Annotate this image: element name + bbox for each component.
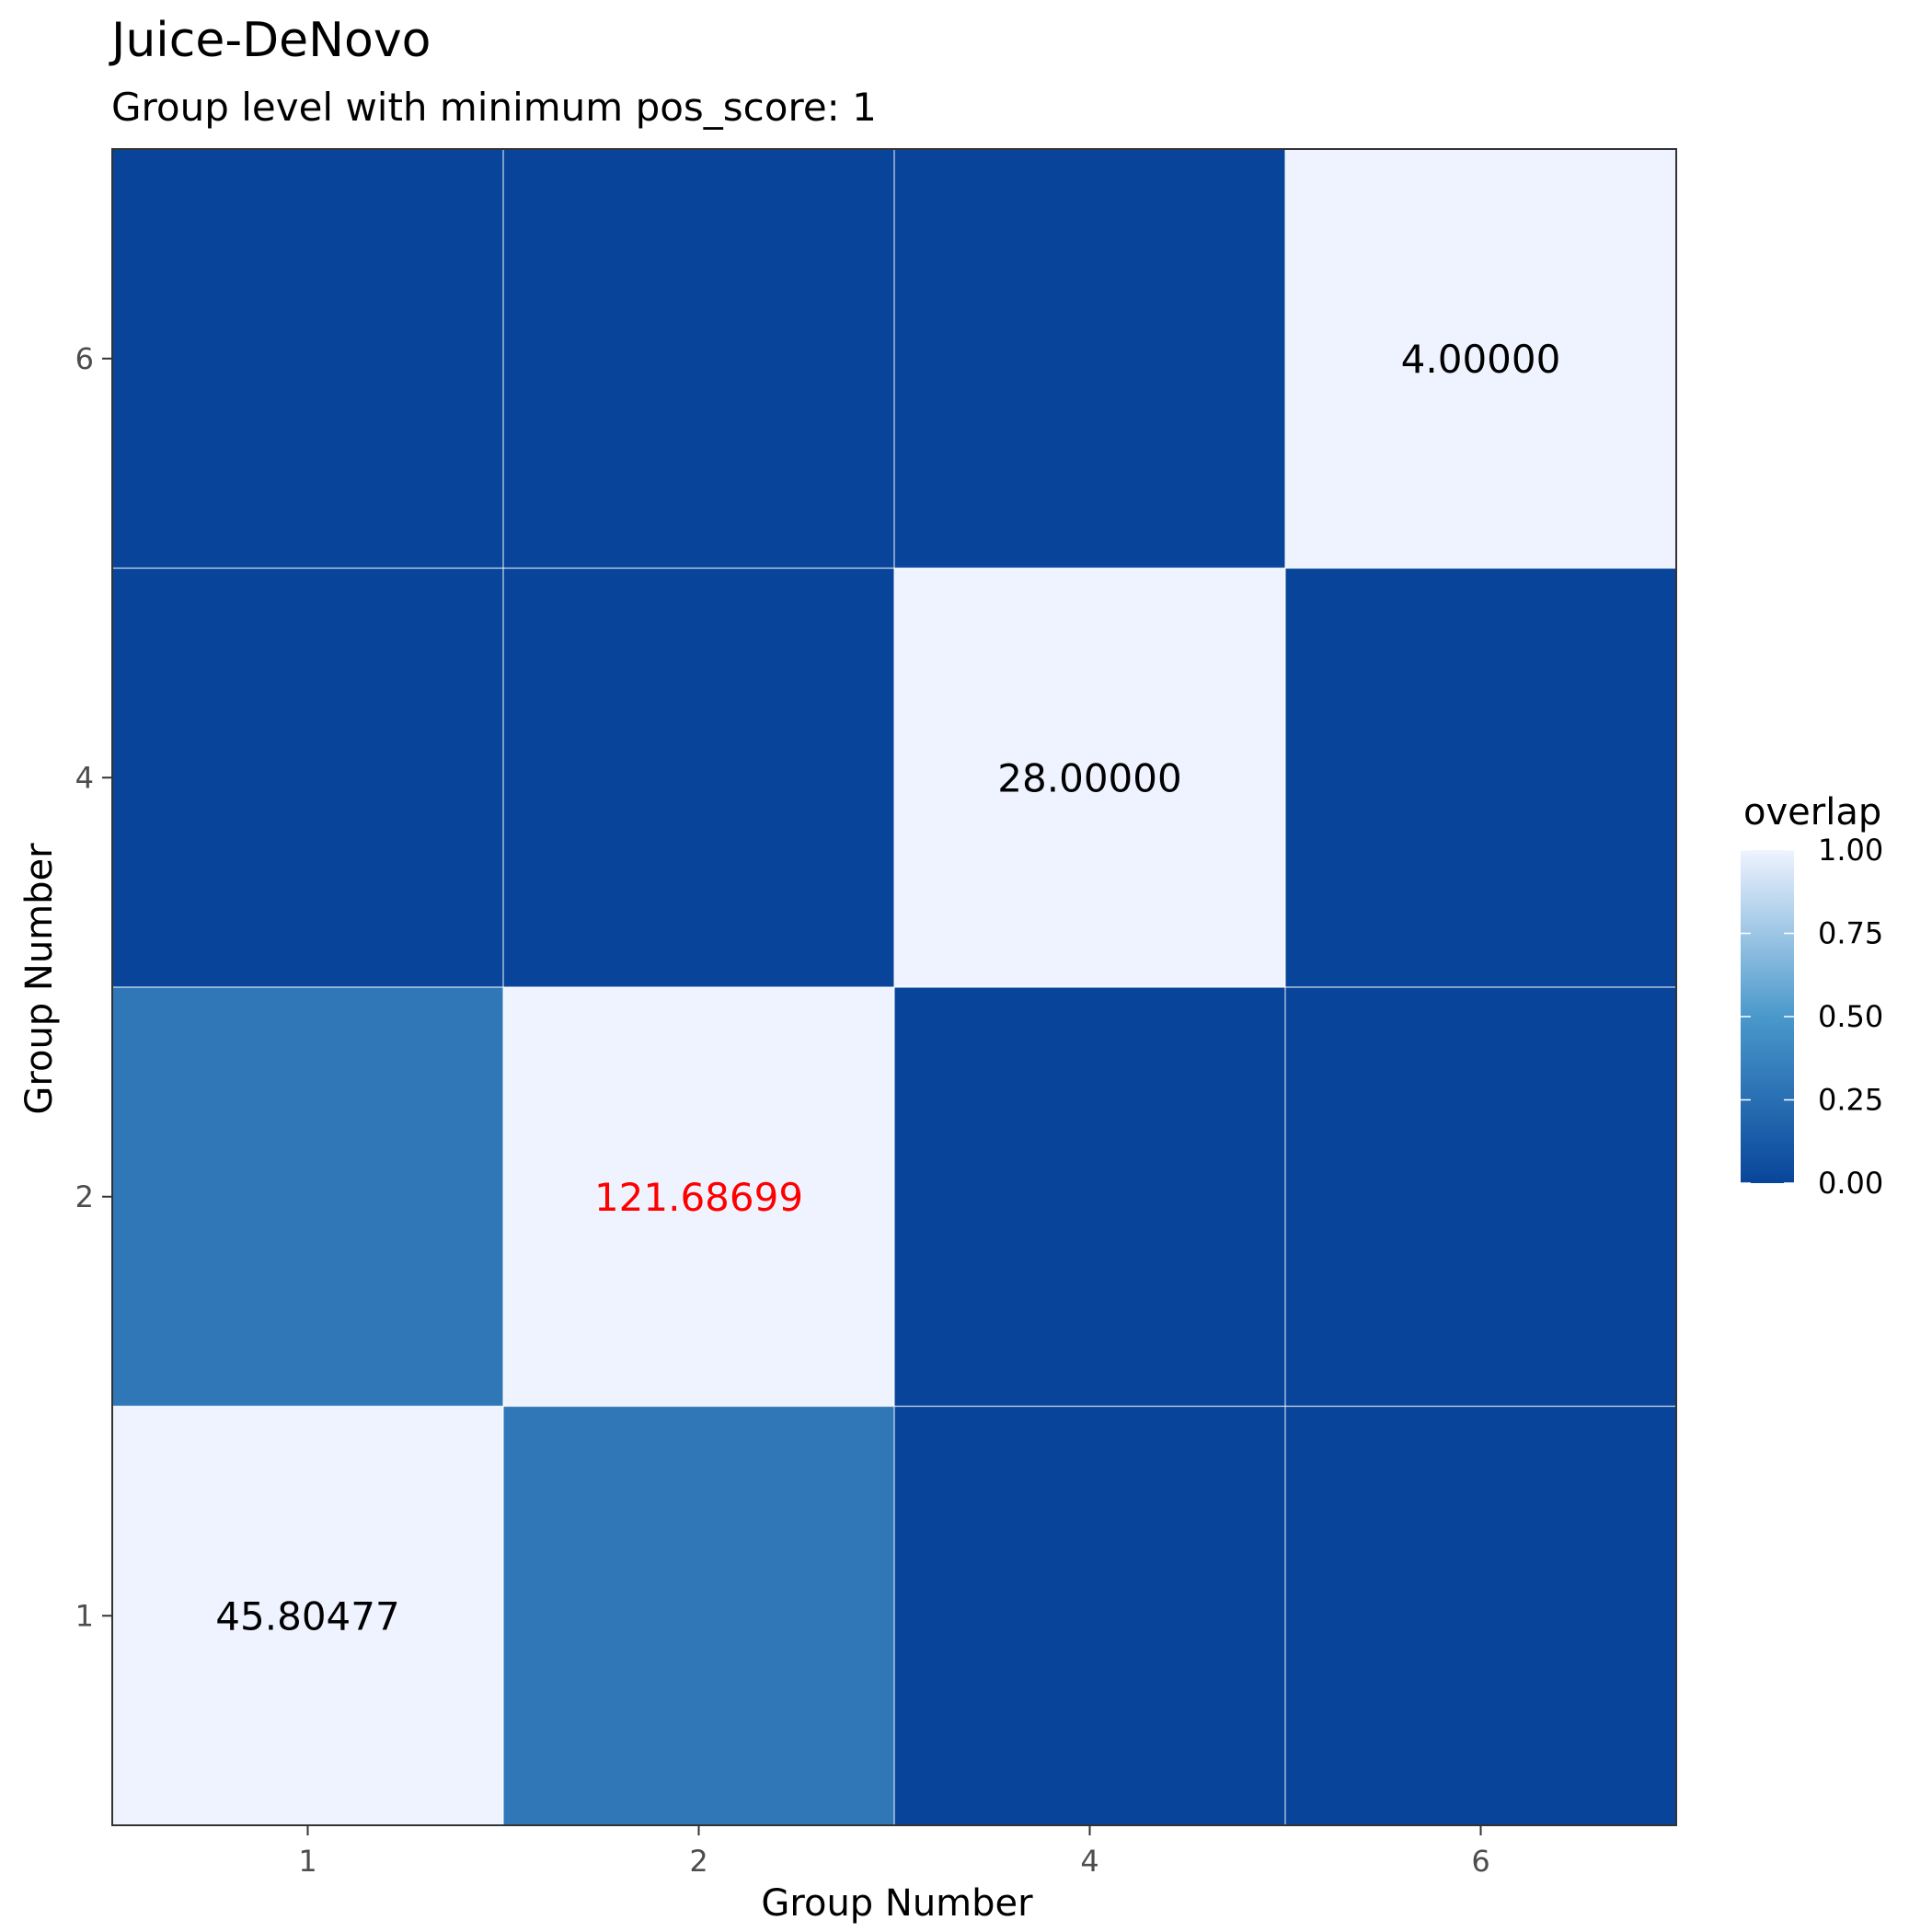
- heatmap-cell-1-4: [112, 568, 503, 987]
- y-tick-label: 6: [75, 341, 94, 376]
- cell-labels: 45.80477 121.68699 28.00000 4.00000: [215, 337, 1560, 1639]
- legend-tick-label: 0.25: [1818, 1083, 1883, 1118]
- plot-border: [111, 148, 1677, 1826]
- legend-tick-label: 1.00: [1818, 833, 1883, 868]
- x-tick-label: 2: [689, 1844, 707, 1879]
- x-tick-label: 1: [298, 1844, 316, 1879]
- legend-tick-label: 0.00: [1818, 1166, 1883, 1201]
- heatmap-cell-1-2: [112, 987, 503, 1407]
- cell-value-label: 45.80477: [215, 1593, 399, 1639]
- heatmap-cell-6-2: [1285, 987, 1676, 1407]
- heatmap-cell-2-6: [503, 149, 894, 569]
- chart-title: Juice-DeNovo: [109, 13, 431, 68]
- x-tick-label: 4: [1080, 1844, 1098, 1879]
- y-axis-title: Group Number: [18, 843, 61, 1115]
- cell-value-label: 121.68699: [594, 1175, 803, 1220]
- cell-value-label: 4.00000: [1401, 337, 1561, 382]
- heatmap-cell-6-6: [1285, 149, 1676, 569]
- plot-grid: [112, 149, 1676, 1825]
- legend: overlap 0.00 0.25 0.50 0.75 1.00: [1741, 791, 1883, 1201]
- y-tick-label: 2: [75, 1179, 94, 1214]
- y-tick-label: 4: [75, 760, 94, 795]
- legend-title: overlap: [1743, 791, 1881, 834]
- legend-tick-label: 0.50: [1818, 999, 1883, 1034]
- heatmap-cell-2-4: [503, 568, 894, 987]
- heatmap-cell-1-1: [112, 1406, 503, 1825]
- heatmap-cell-1-6: [112, 149, 503, 569]
- x-axis: 1 2 4 6: [298, 1825, 1490, 1879]
- heatmap-cell-4-2: [894, 987, 1285, 1407]
- x-axis-title: Group Number: [761, 1882, 1033, 1925]
- legend-tick-label: 0.75: [1818, 916, 1883, 951]
- plot-cells: [112, 149, 1676, 1825]
- heatmap-cell-4-6: [894, 149, 1285, 569]
- x-tick-label: 6: [1471, 1844, 1489, 1879]
- heatmap-cell-6-1: [1285, 1406, 1676, 1825]
- y-axis: 1 2 4 6: [75, 341, 112, 1633]
- y-tick-label: 1: [75, 1598, 94, 1633]
- chart-subtitle: Group level with minimum pos_score: 1: [111, 85, 877, 130]
- heatmap-cell-2-1: [503, 1406, 894, 1825]
- heatmap-cell-4-1: [894, 1406, 1285, 1825]
- heatmap-cell-6-4: [1285, 568, 1676, 987]
- legend-ticks: 0.00 0.25 0.50 0.75 1.00: [1741, 833, 1883, 1201]
- heatmap-cell-4-4: [894, 568, 1285, 987]
- heatmap-cell-2-2: [503, 987, 894, 1407]
- cell-value-label: 28.00000: [997, 755, 1181, 800]
